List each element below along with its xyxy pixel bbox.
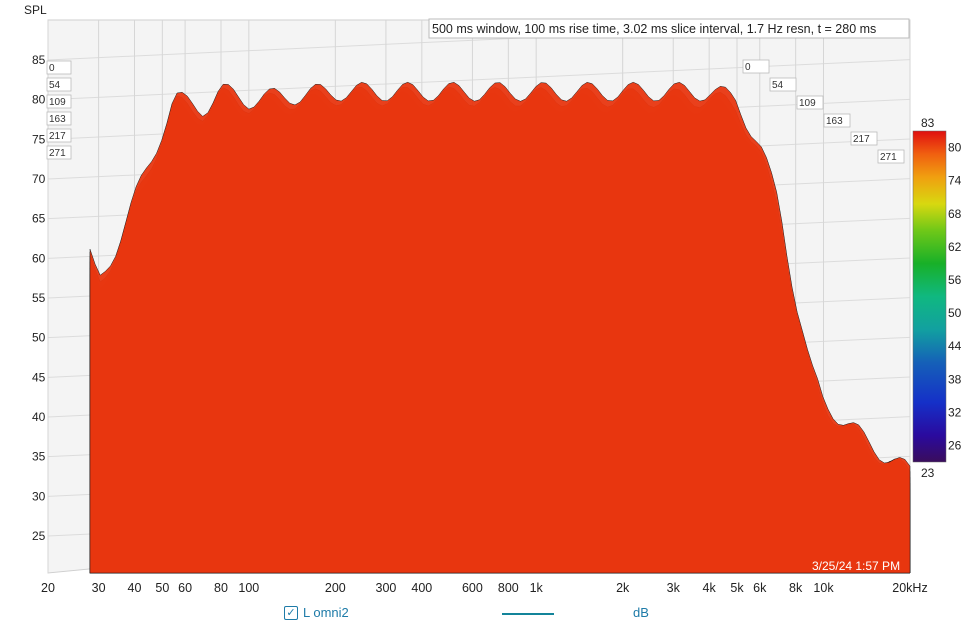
x-tick-label: 10k — [813, 581, 834, 595]
timestamp: 3/25/24 1:57 PM — [812, 559, 900, 573]
x-tick-label: 4k — [703, 581, 717, 595]
time-label-right: 217 — [850, 131, 878, 146]
title-box — [428, 18, 910, 39]
waterfall-slices — [89, 81, 911, 574]
chart-title: 500 ms window, 100 ms rise time, 3.02 ms… — [432, 22, 876, 36]
x-axis-ticks: 20 30 40 50 60 80 100 200 300 400 600 800 1k 2k 3k 4k 5k… — [41, 581, 928, 595]
time-label-left: 109 — [46, 94, 72, 109]
colorbar-tick-label: 56 — [948, 273, 962, 287]
y-axis-label: SPL — [24, 3, 47, 17]
svg-text:271: 271 — [49, 148, 66, 159]
colorbar-max-label: 83 — [921, 116, 935, 130]
y-tick-label: 45 — [32, 370, 46, 384]
y-tick-label: 40 — [32, 410, 46, 424]
svg-text:109: 109 — [799, 98, 816, 109]
time-label-right: 54 — [769, 77, 797, 92]
x-tick-label: 80 — [214, 581, 228, 595]
svg-text:54: 54 — [772, 80, 784, 91]
y-tick-label: 60 — [32, 251, 46, 265]
y-tick-label: 35 — [32, 450, 46, 464]
colorbar-min-label: 23 — [921, 466, 935, 480]
time-label-left: 163 — [46, 111, 72, 126]
svg-text:109: 109 — [49, 97, 66, 108]
legend-line-swatch — [502, 613, 554, 615]
colorbar-tick-label: 44 — [948, 339, 962, 353]
time-label-left: 271 — [46, 145, 72, 160]
colorbar-tick-label: 62 — [948, 240, 962, 254]
time-label-left: 0 — [46, 60, 72, 75]
x-tick-label: 40 — [128, 581, 142, 595]
svg-text:271: 271 — [880, 152, 897, 163]
time-label-left: 54 — [46, 77, 72, 92]
colorbar-tick-label: 80 — [948, 141, 962, 155]
x-tick-label: 1k — [530, 581, 544, 595]
y-tick-label: 75 — [32, 132, 46, 146]
x-tick-label: 5k — [730, 581, 744, 595]
y-tick-label: 70 — [32, 172, 46, 186]
time-label-right: 271 — [877, 149, 905, 164]
svg-text:0: 0 — [745, 62, 751, 73]
colorbar-tick-label: 50 — [948, 306, 962, 320]
x-tick-label: 8k — [789, 581, 803, 595]
x-tick-label: 400 — [411, 581, 432, 595]
svg-text:0: 0 — [49, 63, 55, 74]
y-tick-label: 85 — [32, 53, 46, 67]
y-tick-label: 50 — [32, 331, 46, 345]
legend: ✓ L omni2 dB — [0, 598, 976, 628]
x-tick-label: 2k — [616, 581, 630, 595]
x-tick-label: 20kHz — [892, 581, 927, 595]
colorbar: 83 23 26 32 38 44 50 56 62 68 74 80 — [912, 116, 962, 480]
legend-checkbox[interactable]: ✓ — [284, 606, 298, 620]
svg-text:54: 54 — [49, 80, 61, 91]
y-tick-label: 25 — [32, 529, 46, 543]
svg-text:217: 217 — [49, 131, 66, 142]
colorbar-tick-label: 74 — [948, 174, 962, 188]
svg-text:163: 163 — [49, 114, 66, 125]
waterfall-slice — [89, 81, 911, 574]
svg-text:163: 163 — [826, 116, 843, 127]
time-label-left: 217 — [46, 128, 72, 143]
colorbar-tick-label: 68 — [948, 207, 962, 221]
time-label-right: 0 — [742, 59, 770, 74]
legend-series-name[interactable]: L omni2 — [303, 605, 349, 620]
x-tick-label: 600 — [462, 581, 483, 595]
x-tick-label: 300 — [376, 581, 397, 595]
time-label-right: 163 — [823, 113, 851, 128]
time-axis-labels: 0 0 54 54 109 109 163 163 217 217 271 271 — [46, 59, 905, 164]
colorbar-tick-label: 32 — [948, 405, 962, 419]
time-label-right: 109 — [796, 95, 824, 110]
y-tick-label: 65 — [32, 212, 46, 226]
x-tick-label: 30 — [92, 581, 106, 595]
colorbar-tick-label: 38 — [948, 372, 962, 386]
y-tick-label: 55 — [32, 291, 46, 305]
x-tick-label: 6k — [753, 581, 767, 595]
y-tick-label: 80 — [32, 93, 46, 107]
x-tick-label: 3k — [667, 581, 681, 595]
legend-unit: dB — [633, 605, 649, 620]
colorbar-tick-label: 26 — [948, 438, 962, 452]
colorbar-gradient — [912, 130, 947, 463]
svg-text:217: 217 — [853, 134, 870, 145]
x-tick-label: 100 — [238, 581, 259, 595]
x-tick-label: 20 — [41, 581, 55, 595]
x-tick-label: 50 — [155, 581, 169, 595]
x-tick-label: 800 — [498, 581, 519, 595]
x-tick-label: 200 — [325, 581, 346, 595]
y-axis-ticks: 25 30 35 40 45 50 55 60 65 70 75 80 85 — [32, 53, 46, 543]
y-tick-label: 30 — [32, 489, 46, 503]
x-tick-label: 60 — [178, 581, 192, 595]
